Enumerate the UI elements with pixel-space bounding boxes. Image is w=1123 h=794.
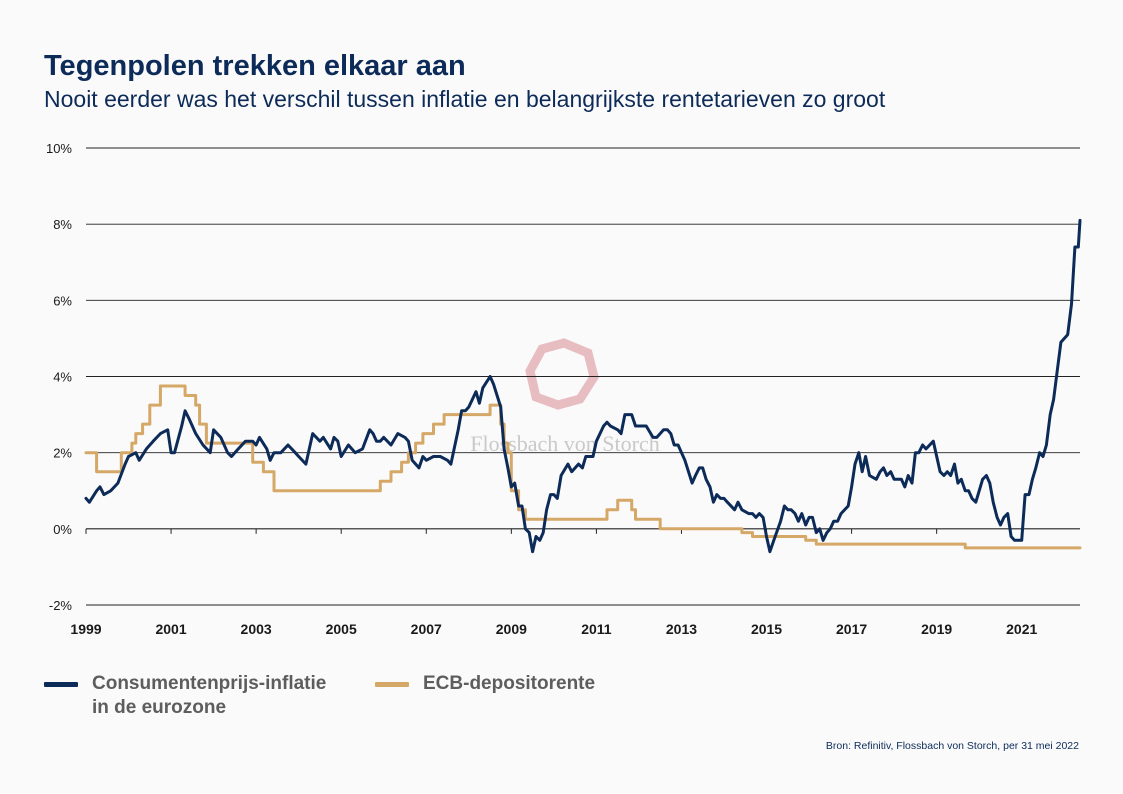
x-tick-label: 2003: [241, 621, 272, 637]
y-tick-label: 4%: [53, 370, 72, 385]
source-note: Bron: Refinitiv, Flossbach von Storch, p…: [825, 740, 1079, 752]
x-tick-label: 2001: [155, 621, 186, 637]
y-tick-label: 8%: [53, 217, 72, 232]
legend-label-ecb: ECB-depositorente: [423, 673, 596, 694]
chart-title: Tegenpolen trekken elkaar aan: [44, 50, 466, 82]
legend-label-inflation: Consumentenprijs-inflatie in de eurozone: [92, 672, 352, 720]
series-line-inflation: [84, 218, 1082, 554]
y-tick-label: 6%: [53, 293, 72, 308]
legend-swatch-ecb: [375, 682, 409, 687]
y-axis-tick-labels: -2% 0% 2% 4% 6% 8% 10%: [46, 141, 72, 613]
legend-label-inflation-line1: Consumentenprijs-inflatie: [92, 673, 327, 694]
y-tick-label: -2%: [49, 598, 73, 613]
x-tick-label: 2017: [836, 621, 867, 637]
y-tick-label: 0%: [53, 522, 72, 537]
x-tick-label: 1999: [70, 621, 101, 637]
x-tick-label: 2007: [411, 621, 442, 637]
legend-item-ecb: ECB-depositorente: [375, 672, 683, 696]
x-tick-label: 2015: [751, 621, 782, 637]
y-tick-label: 2%: [53, 446, 72, 461]
x-tick-label: 2011: [581, 621, 612, 637]
legend-label-inflation-line2: in de eurozone: [92, 697, 227, 718]
legend-swatch-inflation: [44, 682, 78, 687]
x-tick-label: 2005: [326, 621, 357, 637]
y-tick-label: 10%: [46, 141, 72, 156]
x-tick-label: 2009: [496, 621, 527, 637]
legend-item-inflation: Consumentenprijs-inflatie in de eurozone: [44, 672, 352, 720]
x-tick-label: 2013: [666, 621, 697, 637]
x-tick-label: 2019: [921, 621, 952, 637]
gridlines: [86, 147, 1080, 606]
series-lines: [84, 218, 1082, 554]
series-line-ecb: [84, 384, 1082, 550]
x-tick-label: 2021: [1006, 621, 1037, 637]
x-axis-tick-labels: 1999 2001 2003 2005 2007 2009 2011 2013 2015 2017…: [70, 528, 1038, 637]
chart-subtitle: Nooit eerder was het verschil tussen inf…: [44, 86, 886, 112]
